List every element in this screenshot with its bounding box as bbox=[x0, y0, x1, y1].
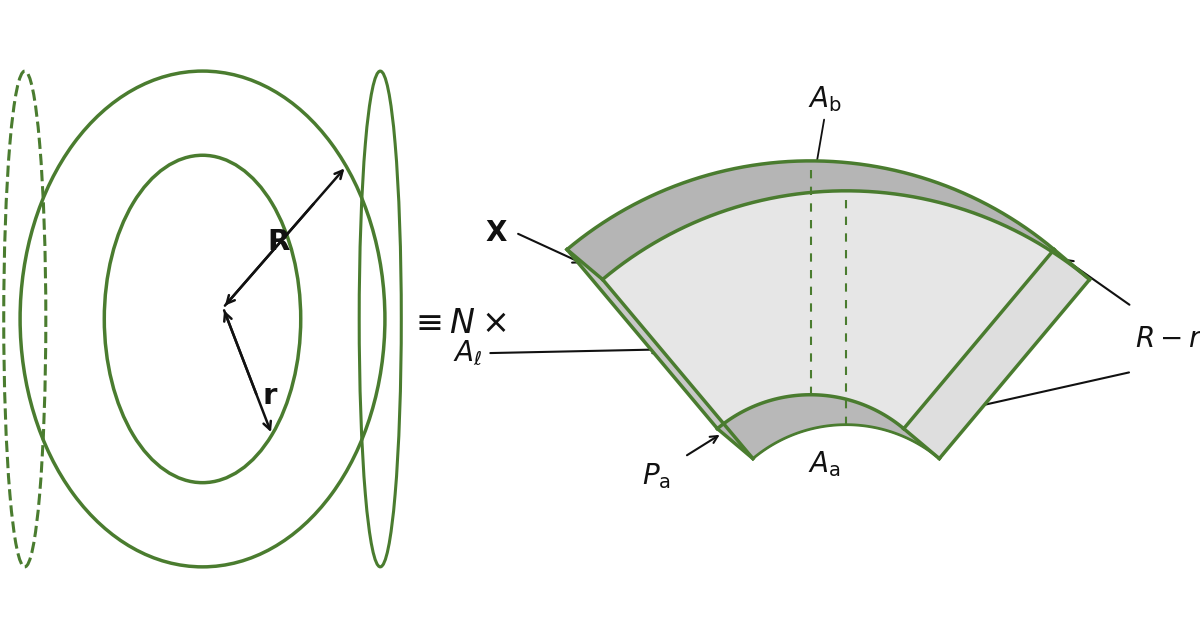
Polygon shape bbox=[718, 395, 940, 459]
Text: $R-r$: $R-r$ bbox=[1135, 325, 1200, 353]
Polygon shape bbox=[568, 250, 752, 459]
Polygon shape bbox=[568, 161, 1054, 429]
Text: $\mathbf{R}$: $\mathbf{R}$ bbox=[268, 228, 292, 256]
Text: $\mathbf{x}$: $\mathbf{x}$ bbox=[882, 399, 902, 427]
Text: $P_\mathrm{a}$: $P_\mathrm{a}$ bbox=[642, 461, 671, 491]
Polygon shape bbox=[718, 395, 940, 459]
Polygon shape bbox=[602, 191, 1090, 459]
Polygon shape bbox=[568, 250, 752, 459]
Text: $\mathbf{r}$: $\mathbf{r}$ bbox=[262, 382, 278, 410]
Text: $A_\mathrm{b}$: $A_\mathrm{b}$ bbox=[808, 84, 841, 114]
Polygon shape bbox=[568, 161, 1090, 280]
Text: $A_\mathrm{a}$: $A_\mathrm{a}$ bbox=[809, 449, 841, 479]
Text: $\equiv N\times$: $\equiv N\times$ bbox=[409, 307, 506, 340]
Text: $A_\ell$: $A_\ell$ bbox=[454, 339, 482, 368]
Polygon shape bbox=[718, 395, 940, 459]
Text: $\mathbf{X}$: $\mathbf{X}$ bbox=[485, 218, 508, 247]
Polygon shape bbox=[904, 250, 1090, 459]
